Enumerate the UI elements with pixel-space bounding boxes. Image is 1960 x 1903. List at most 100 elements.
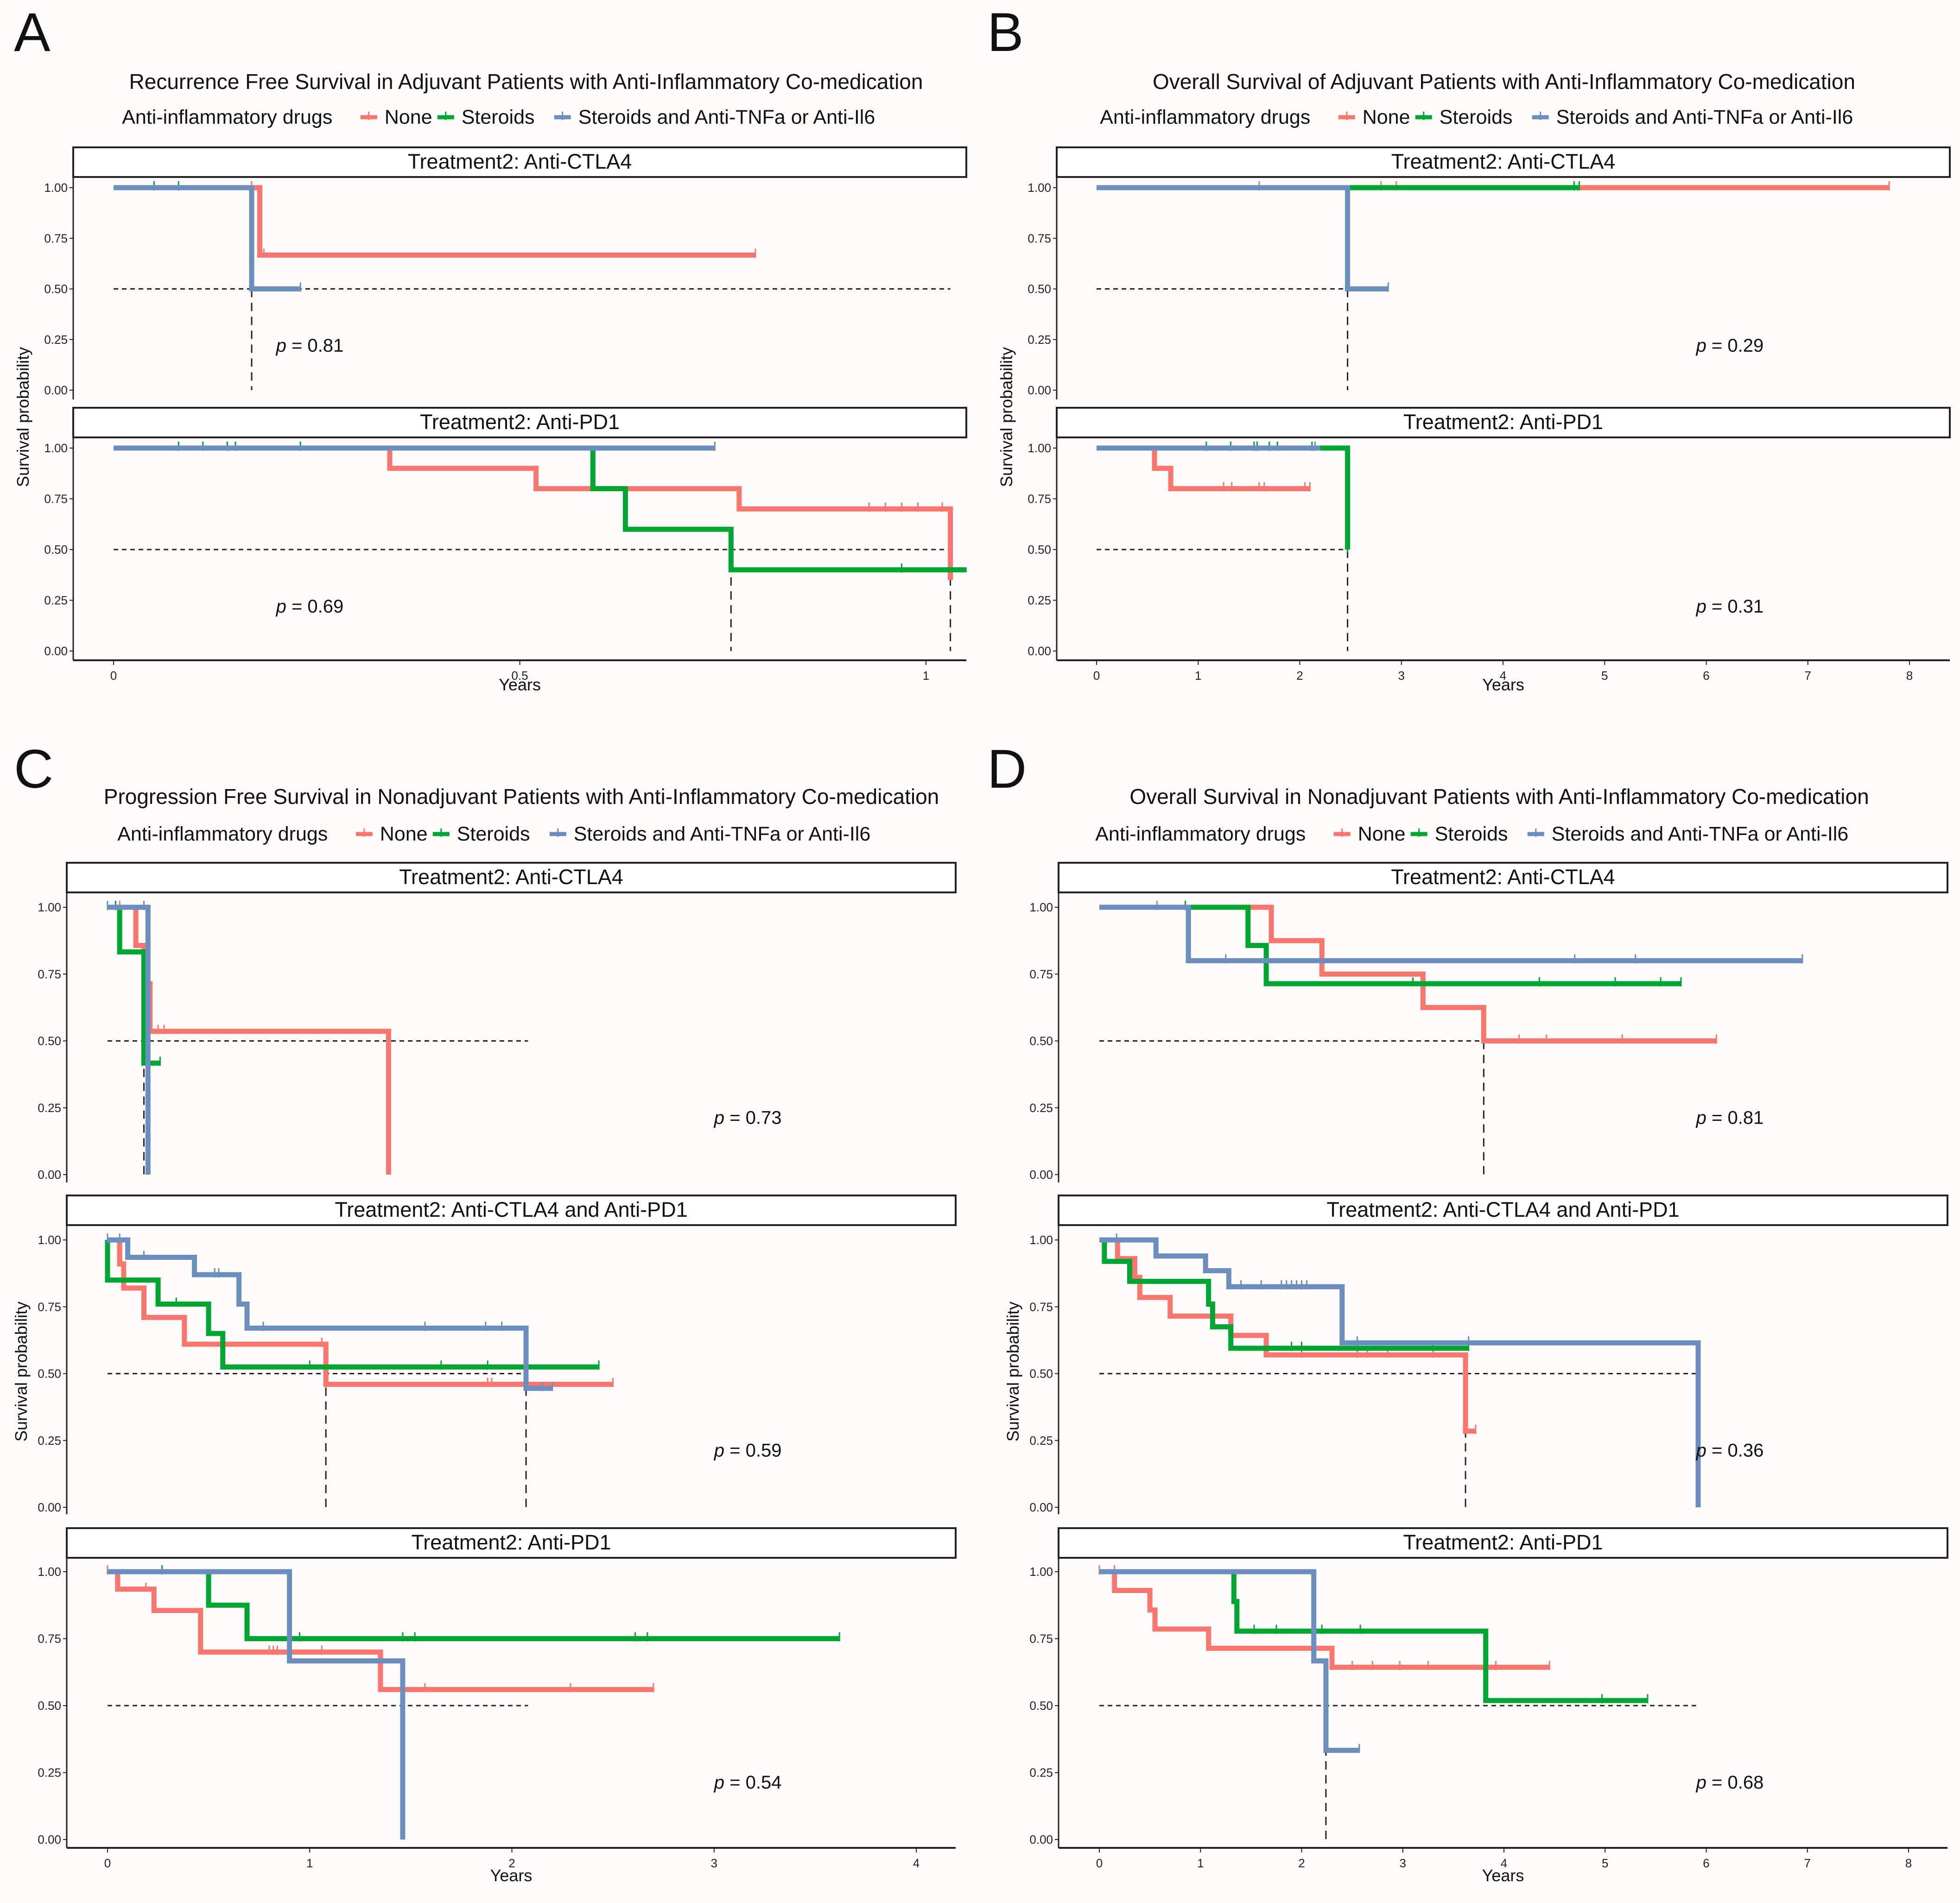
p-symbol: p <box>1696 335 1706 356</box>
y-tick-label: 0.75 <box>1028 231 1051 245</box>
facet-strip-label: Treatment2: Anti-PD1 <box>1403 410 1603 434</box>
legend-title: Anti-inflammatory drugs <box>1100 106 1310 128</box>
survival-curve-none <box>114 445 953 580</box>
legend: Anti-inflammatory drugs None Steroids Stero… <box>1095 823 1848 845</box>
p-value: p = 0.81 <box>276 335 344 356</box>
y-tick-label: 0.50 <box>44 282 68 296</box>
y-tick-label: 1.00 <box>38 900 61 914</box>
facet-strip-label: Treatment2: Anti-CTLA4 <box>399 865 623 889</box>
survival-curve-steroids <box>114 445 967 573</box>
y-tick-label: 0.50 <box>38 1034 61 1048</box>
p-number: = 0.73 <box>724 1107 781 1128</box>
y-tick-label: 1.00 <box>38 1233 61 1247</box>
legend-label: Steroids <box>1440 106 1513 128</box>
legend-title: Anti-inflammatory drugs <box>1095 823 1306 845</box>
panel-a: A Recurrence Free Survival in Adjuvant Pa… <box>13 2 967 694</box>
facet-strip-label: Treatment2: Anti-CTLA4 and Anti-PD1 <box>1326 1198 1679 1221</box>
y-tick-label: 0.25 <box>1028 333 1051 347</box>
panel-d: D Overall Survival in Nonadjuvant Patient… <box>987 739 1948 1885</box>
p-symbol: p <box>714 1107 724 1128</box>
facet-strip <box>1058 862 1948 893</box>
survival-curve-none <box>1099 1569 1550 1670</box>
x-tick-label: 1 <box>1197 1856 1204 1870</box>
panel-letter: A <box>14 2 51 63</box>
survival-curve-none <box>108 1569 653 1692</box>
y-tick-label: 0.25 <box>1029 1101 1053 1115</box>
y-tick-label: 0.50 <box>44 543 68 556</box>
facet: Treatment2: Anti-PD1 0.00 0.25 0.50 0.75 1.00… <box>38 1527 957 1848</box>
x-tick-label: 4 <box>913 1856 920 1870</box>
p-value: p = 0.29 <box>1696 335 1764 356</box>
x-tick-label: 2 <box>1298 1856 1305 1870</box>
chart-title: Progression Free Survival in Nonadjuvant… <box>104 784 939 809</box>
x-tick-label: 4 <box>1501 1856 1507 1870</box>
y-axis-label: Survival probability <box>1003 1302 1022 1441</box>
chart-title: Overall Survival of Adjuvant Patients wi… <box>1153 70 1855 94</box>
y-tick-label: 0.25 <box>1028 594 1051 607</box>
facet-strip <box>1058 1195 1948 1226</box>
y-tick-label: 0.00 <box>38 1168 61 1182</box>
p-value: p = 0.81 <box>1696 1107 1764 1128</box>
x-tick-label: 0 <box>104 1856 111 1870</box>
facet-strip-label: Treatment2: Anti-CTLA4 <box>408 150 632 173</box>
x-tick-label: 1 <box>1195 669 1201 683</box>
panel-letter: C <box>14 739 53 800</box>
chart-title: Recurrence Free Survival in Adjuvant Pat… <box>129 70 923 94</box>
y-tick-label: 0.00 <box>38 1500 61 1514</box>
x-tick-label: 5 <box>1602 1856 1608 1870</box>
p-value: p = 0.54 <box>714 1772 782 1793</box>
legend-key: None <box>360 106 432 128</box>
p-number: = 0.36 <box>1706 1440 1763 1460</box>
y-tick-label: 1.00 <box>1029 900 1053 914</box>
facet-strip <box>72 146 967 178</box>
y-tick-label: 1.00 <box>44 181 68 195</box>
survival-curve-none <box>1097 445 1310 492</box>
facet: Treatment2: Anti-PD1 0.00 0.25 0.50 0.75 1.00… <box>1028 407 1951 660</box>
y-tick-label: 0.25 <box>44 333 68 347</box>
legend-label: Steroids <box>457 823 530 845</box>
legend-label: None <box>1358 823 1406 845</box>
x-tick-label: 0.5 <box>511 669 528 683</box>
survival-curve-steroids-and-anti-tnfa-or-anti-il- <box>1099 1569 1359 1753</box>
p-number: = 0.68 <box>1706 1772 1763 1793</box>
legend-key: Steroids <box>1415 106 1513 128</box>
facet: Treatment2: Anti-CTLA4 0.00 0.25 0.50 0.75 1.… <box>1028 146 1951 399</box>
survival-curve-steroids-and-anti-tnfa-or-anti-il- <box>108 1237 552 1391</box>
survival-curve-steroids-and-anti-tnfa-or-anti-il- <box>108 904 151 1175</box>
legend: Anti-inflammatory drugs None Steroids Stero… <box>122 106 875 128</box>
legend-key: Steroids <box>437 106 535 128</box>
p-value: p = 0.31 <box>1696 596 1764 617</box>
y-tick-label: 0.75 <box>1029 967 1053 981</box>
x-tick-label: 8 <box>1905 1856 1912 1870</box>
x-axis-label: Years <box>499 675 541 694</box>
facet-strip <box>1056 407 1951 438</box>
legend-label: None <box>1363 106 1410 128</box>
p-value: p = 0.59 <box>714 1440 782 1460</box>
survival-curve-steroids-and-anti-tnfa-or-anti-il- <box>114 185 301 291</box>
legend-key: Steroids and Anti-TNFa or Anti-Il6 <box>554 106 875 128</box>
y-tick-label: 0.50 <box>38 1367 61 1381</box>
p-number: = 0.69 <box>286 596 343 617</box>
y-tick-label: 0.75 <box>44 492 68 506</box>
y-tick-label: 0.75 <box>38 1300 61 1314</box>
y-axis-label: Survival probability <box>13 347 32 487</box>
p-value: p = 0.69 <box>276 596 344 617</box>
legend-label: Steroids and Anti-TNFa or Anti-Il6 <box>578 106 875 128</box>
y-tick-label: 0.75 <box>1028 492 1051 506</box>
y-tick-label: 1.00 <box>1029 1233 1053 1247</box>
x-tick-label: 7 <box>1805 669 1811 683</box>
p-symbol: p <box>276 596 286 617</box>
facet-strip <box>66 1195 957 1226</box>
survival-curve-steroids <box>1185 904 1681 986</box>
y-tick-label: 0.50 <box>1029 1699 1053 1713</box>
facet: Treatment2: Anti-CTLA4 0.00 0.25 0.50 0.75 1.… <box>44 146 967 399</box>
facet-strip-label: Treatment2: Anti-CTLA4 <box>1391 865 1615 889</box>
y-tick-label: 0.25 <box>38 1101 61 1115</box>
panel-letter: D <box>987 739 1027 800</box>
survival-curve-steroids-and-anti-tnfa-or-anti-il- <box>108 1569 406 1840</box>
chart-title: Overall Survival in Nonadjuvant Patients… <box>1129 784 1869 809</box>
y-axis-label: Survival probability <box>12 1302 31 1441</box>
y-tick-label: 0.25 <box>44 594 68 607</box>
survival-curve-none <box>1099 1237 1476 1434</box>
y-tick-label: 0.75 <box>44 231 68 245</box>
